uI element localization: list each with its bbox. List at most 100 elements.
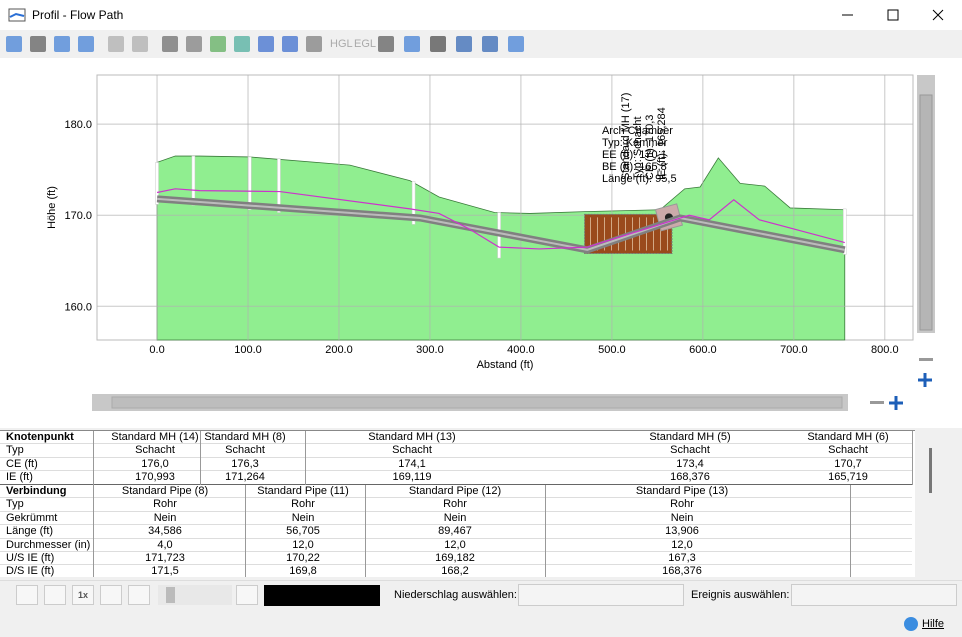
row-line <box>0 537 912 539</box>
manhole <box>411 181 416 225</box>
help-icon[interactable] <box>904 617 918 631</box>
manhole <box>155 162 159 205</box>
tool-icon[interactable] <box>404 36 420 52</box>
tool-icon[interactable] <box>132 36 148 52</box>
tool-icon[interactable] <box>6 36 22 52</box>
v-scroll-thumb <box>919 94 933 331</box>
window-controls[interactable] <box>830 0 962 30</box>
tool-icon[interactable] <box>430 36 446 52</box>
tool-icon[interactable] <box>108 36 124 52</box>
tool-icon[interactable] <box>30 36 46 52</box>
cell: Nein <box>153 511 177 524</box>
end-button[interactable] <box>236 585 258 605</box>
record-button[interactable] <box>100 585 122 605</box>
cell: Rohr <box>443 498 467 511</box>
y-axis-label: Höhe (ft) <box>46 186 58 229</box>
column-header: Standard Pipe (13) <box>635 485 729 497</box>
row-label: IE (ft) <box>6 471 33 484</box>
row-line <box>0 470 912 472</box>
zoom-out-h <box>870 401 884 404</box>
cell: 169,119 <box>392 471 432 484</box>
row-line <box>0 524 912 526</box>
row-line <box>0 551 912 552</box>
tool-icon[interactable] <box>54 36 70 52</box>
tool-text-icon[interactable]: EGL <box>354 38 377 50</box>
annotation: Typ: Schacht <box>632 116 644 180</box>
x-tick-label: 300.0 <box>416 344 444 356</box>
cell: 12,0 <box>292 538 314 551</box>
tool-icon[interactable] <box>186 36 202 52</box>
column-header: Standard MH (5) <box>649 431 731 443</box>
tool-icon[interactable] <box>234 36 250 52</box>
column-line <box>93 431 94 485</box>
column-line <box>365 485 366 577</box>
x-tick-label: 500.0 <box>598 344 626 356</box>
tool-icon[interactable] <box>162 36 178 52</box>
tool-text-icon[interactable]: HGL <box>330 38 353 50</box>
annotation: BE (ft): 165,8 <box>602 161 667 173</box>
tool-icon[interactable] <box>78 36 94 52</box>
row-label: Länge (ft) <box>6 525 54 538</box>
cell: 56,705 <box>286 525 320 538</box>
cell: 12,0 <box>444 538 466 551</box>
column-header: Standard MH (13) <box>368 431 456 443</box>
cell: 171,264 <box>225 471 265 484</box>
annotation: EE (ft): 170,1 <box>602 149 667 161</box>
cell: 174,1 <box>398 457 426 470</box>
speed-button[interactable]: 1x <box>72 585 94 605</box>
zoom-in-v <box>918 373 932 387</box>
y-tick-label: 180.0 <box>64 119 92 131</box>
cell: Rohr <box>153 498 177 511</box>
row-line <box>0 443 912 445</box>
row-label: Gekrümmt <box>6 511 58 524</box>
cell: Nein <box>670 511 694 524</box>
start-button[interactable] <box>128 585 150 605</box>
pipe-highlight <box>156 197 845 251</box>
slider[interactable] <box>158 585 232 605</box>
playback-bar: 1x Niederschlag auswählen: Ereignis ausw… <box>0 580 962 608</box>
x-tick-label: 200.0 <box>325 344 353 356</box>
x-tick-label: 700.0 <box>780 344 808 356</box>
cell: 4,0 <box>157 538 173 551</box>
row-line <box>0 564 912 566</box>
tool-icon[interactable] <box>282 36 298 52</box>
cell: Rohr <box>670 498 694 511</box>
annotation: Länge (ft): 95,5 <box>602 173 677 185</box>
cell: Schacht <box>225 444 265 457</box>
annotation: CE (ft): 170,3 <box>644 115 656 180</box>
annotation: Typ: Kammer <box>602 137 668 149</box>
column-line <box>245 485 246 577</box>
cell: Nein <box>291 511 315 524</box>
table-scrollbar[interactable] <box>922 432 940 575</box>
cell: 171,723 <box>145 552 185 564</box>
help-link[interactable]: Hilfe <box>922 618 945 630</box>
cell: 168,2 <box>441 565 469 577</box>
cell: 169,182 <box>435 552 475 564</box>
tool-icon[interactable] <box>456 36 472 52</box>
cell: 173,4 <box>676 457 704 470</box>
cell: 170,7 <box>834 457 862 470</box>
window-title: Profil - Flow Path <box>32 8 124 22</box>
tool-icon[interactable] <box>258 36 274 52</box>
tool-icon[interactable] <box>306 36 322 52</box>
time-display <box>264 585 380 606</box>
table-header: Verbindung <box>6 485 67 497</box>
rain-dropdown[interactable] <box>518 584 684 606</box>
x-tick-label: 100.0 <box>234 344 262 356</box>
stop-button[interactable] <box>44 585 66 605</box>
column-header: Standard MH (14) <box>111 431 199 443</box>
data-table: Knotenpunkt Typ CE (ft) IE (ft) Standard MH … <box>0 430 915 577</box>
tool-icon[interactable] <box>378 36 394 52</box>
title-bar: Profil - Flow Path <box>0 0 962 30</box>
tool-icon[interactable] <box>482 36 498 52</box>
column-line <box>850 485 851 577</box>
tool-icon[interactable] <box>210 36 226 52</box>
cell: 169,8 <box>289 565 317 577</box>
event-dropdown[interactable] <box>791 584 957 606</box>
column-line <box>305 431 306 485</box>
column-line <box>200 431 201 485</box>
x-tick-label: 0.0 <box>149 344 164 356</box>
play-button[interactable] <box>16 585 38 605</box>
tool-icon[interactable] <box>508 36 524 52</box>
